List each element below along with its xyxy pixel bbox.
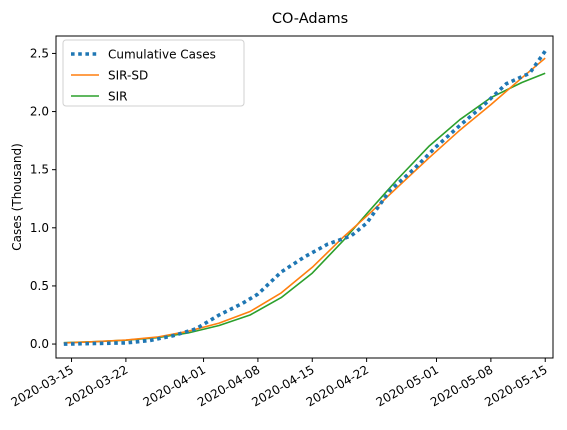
chart-title: CO-Adams: [272, 11, 348, 27]
legend-box: [62, 39, 245, 107]
y-tick-label: 1.0: [30, 221, 49, 235]
y-tick-label: 0.5: [30, 279, 49, 293]
axes-frame: [55, 35, 554, 359]
y-axis-label: Cases (Thousand): [10, 143, 24, 251]
plot-area: [63, 50, 547, 346]
y-tick-label: 2.5: [30, 46, 49, 60]
legend-label-sir-sd: SIR-SD: [108, 69, 148, 83]
legend-label-cumulative-cases: Cumulative Cases: [108, 48, 216, 62]
series-line-sir-sd: [63, 57, 546, 344]
y-tick-label: 2.0: [30, 105, 49, 119]
y-tick-label: 0.0: [30, 337, 49, 351]
y-tick-label: 1.5: [30, 163, 49, 177]
legend: Cumulative Cases SIR-SD SIR: [62, 39, 245, 107]
legend-label-sir: SIR: [108, 90, 128, 104]
